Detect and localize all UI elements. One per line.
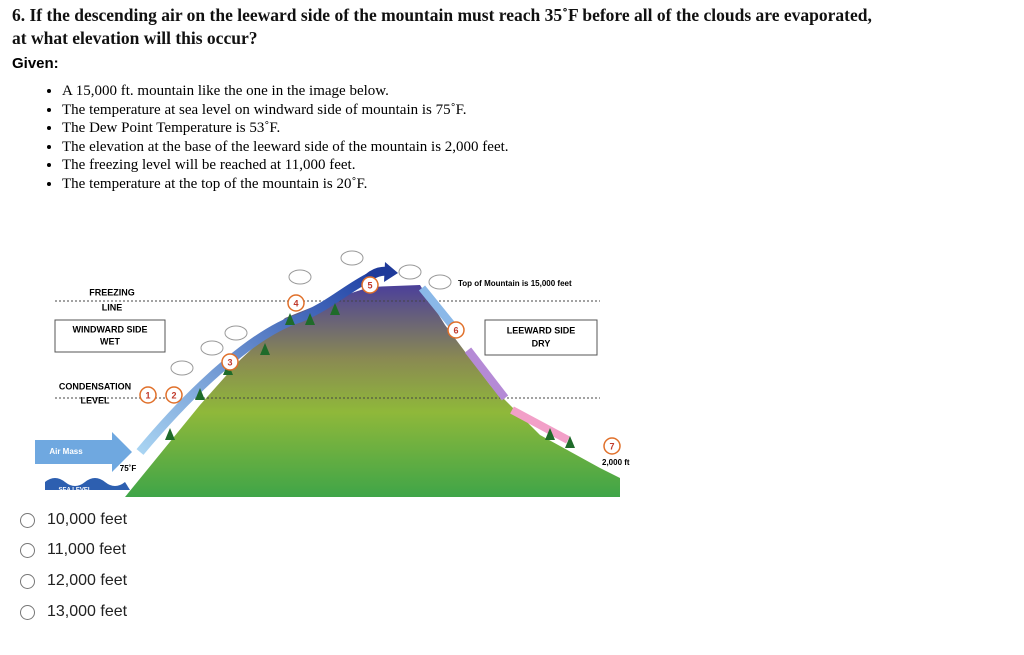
cloud: [398, 264, 422, 280]
cloud: [340, 250, 364, 266]
step-number: 7: [609, 441, 614, 451]
cloud: [288, 269, 312, 285]
given-item: A 15,000 ft. mountain like the one in th…: [62, 82, 509, 101]
tree: [285, 313, 295, 325]
given-item: The freezing level will be reached at 11…: [62, 156, 509, 175]
tree: [195, 388, 205, 400]
given-item: The temperature at the top of the mounta…: [62, 175, 509, 194]
option[interactable]: 12,000 feet: [20, 572, 127, 590]
step-number: 6: [453, 325, 458, 335]
given-label: Given:: [12, 55, 59, 72]
air-mass-label: Air Mass: [49, 447, 83, 456]
mountain: [125, 285, 620, 497]
step-number: 4: [293, 298, 298, 308]
step-marker: [603, 437, 621, 455]
cloud: [200, 340, 224, 356]
sea: [45, 478, 130, 490]
option[interactable]: 13,000 feet: [20, 603, 127, 621]
windward-label: WINDWARD SIDE: [73, 324, 148, 334]
step-marker: [221, 353, 239, 371]
radio[interactable]: [20, 573, 35, 589]
step-marker: [139, 386, 157, 404]
step-number: 2: [171, 390, 176, 400]
windward-label: WET: [100, 336, 120, 346]
freezing-label: FREEZING: [89, 287, 135, 297]
sea-level-label: SEA LEVEL: [58, 488, 91, 494]
question-line: at what elevation will this occur?: [12, 28, 258, 48]
tree: [330, 303, 340, 315]
leeward-label: DRY: [532, 338, 551, 348]
option[interactable]: 10,000 feet: [20, 511, 127, 529]
given-item: The Dew Point Temperature is 53˚F.: [62, 119, 509, 138]
top-label: Top of Mountain is 15,000 feet: [458, 279, 572, 288]
radio[interactable]: [20, 512, 35, 528]
tree: [260, 343, 270, 355]
step-marker: [165, 386, 183, 404]
sea-temp: 75˚F: [120, 464, 137, 473]
cloud: [224, 325, 248, 341]
windward-box: [54, 319, 166, 353]
base-label: 2,000 ft: [602, 458, 630, 467]
question-line: 6. If the descending air on the leeward …: [12, 5, 872, 25]
step-number: 3: [227, 357, 232, 367]
tree: [545, 428, 555, 440]
step-marker: [361, 276, 379, 294]
cloud: [170, 360, 194, 376]
radio[interactable]: [20, 542, 35, 558]
option-label: 10,000 feet: [47, 511, 128, 528]
cloud: [428, 274, 452, 290]
option-label: 12,000 feet: [47, 572, 128, 589]
leeward-label: LEEWARD SIDE: [507, 325, 576, 335]
descend-arrow: [510, 406, 570, 444]
tree: [305, 313, 315, 325]
radio[interactable]: [20, 604, 35, 620]
top-arrow-head: [384, 262, 398, 282]
step-marker: [287, 294, 305, 312]
option[interactable]: 11,000 feet: [20, 541, 126, 559]
descend-arrow: [418, 285, 456, 328]
step-number: 1: [145, 390, 150, 400]
step-marker: [447, 321, 465, 339]
option-label: 13,000 feet: [47, 603, 128, 620]
rising-air-arrow: [136, 274, 371, 455]
condensation-label: CONDENSATION: [59, 381, 131, 391]
given-item: The temperature at sea level on windward…: [62, 101, 509, 120]
freezing-label: LINE: [102, 302, 123, 312]
given-list: A 15,000 ft. mountain like the one in th…: [22, 82, 509, 193]
condensation-label: LEVEL: [80, 395, 110, 405]
air-mass-arrow: [35, 432, 132, 472]
leeward-box: [484, 319, 598, 356]
given-item: The elevation at the base of the leeward…: [62, 138, 509, 157]
step-number: 5: [367, 280, 372, 290]
tree: [165, 428, 175, 440]
tree: [565, 436, 575, 448]
option-label: 11,000 feet: [47, 541, 126, 558]
descend-arrow: [464, 347, 509, 401]
